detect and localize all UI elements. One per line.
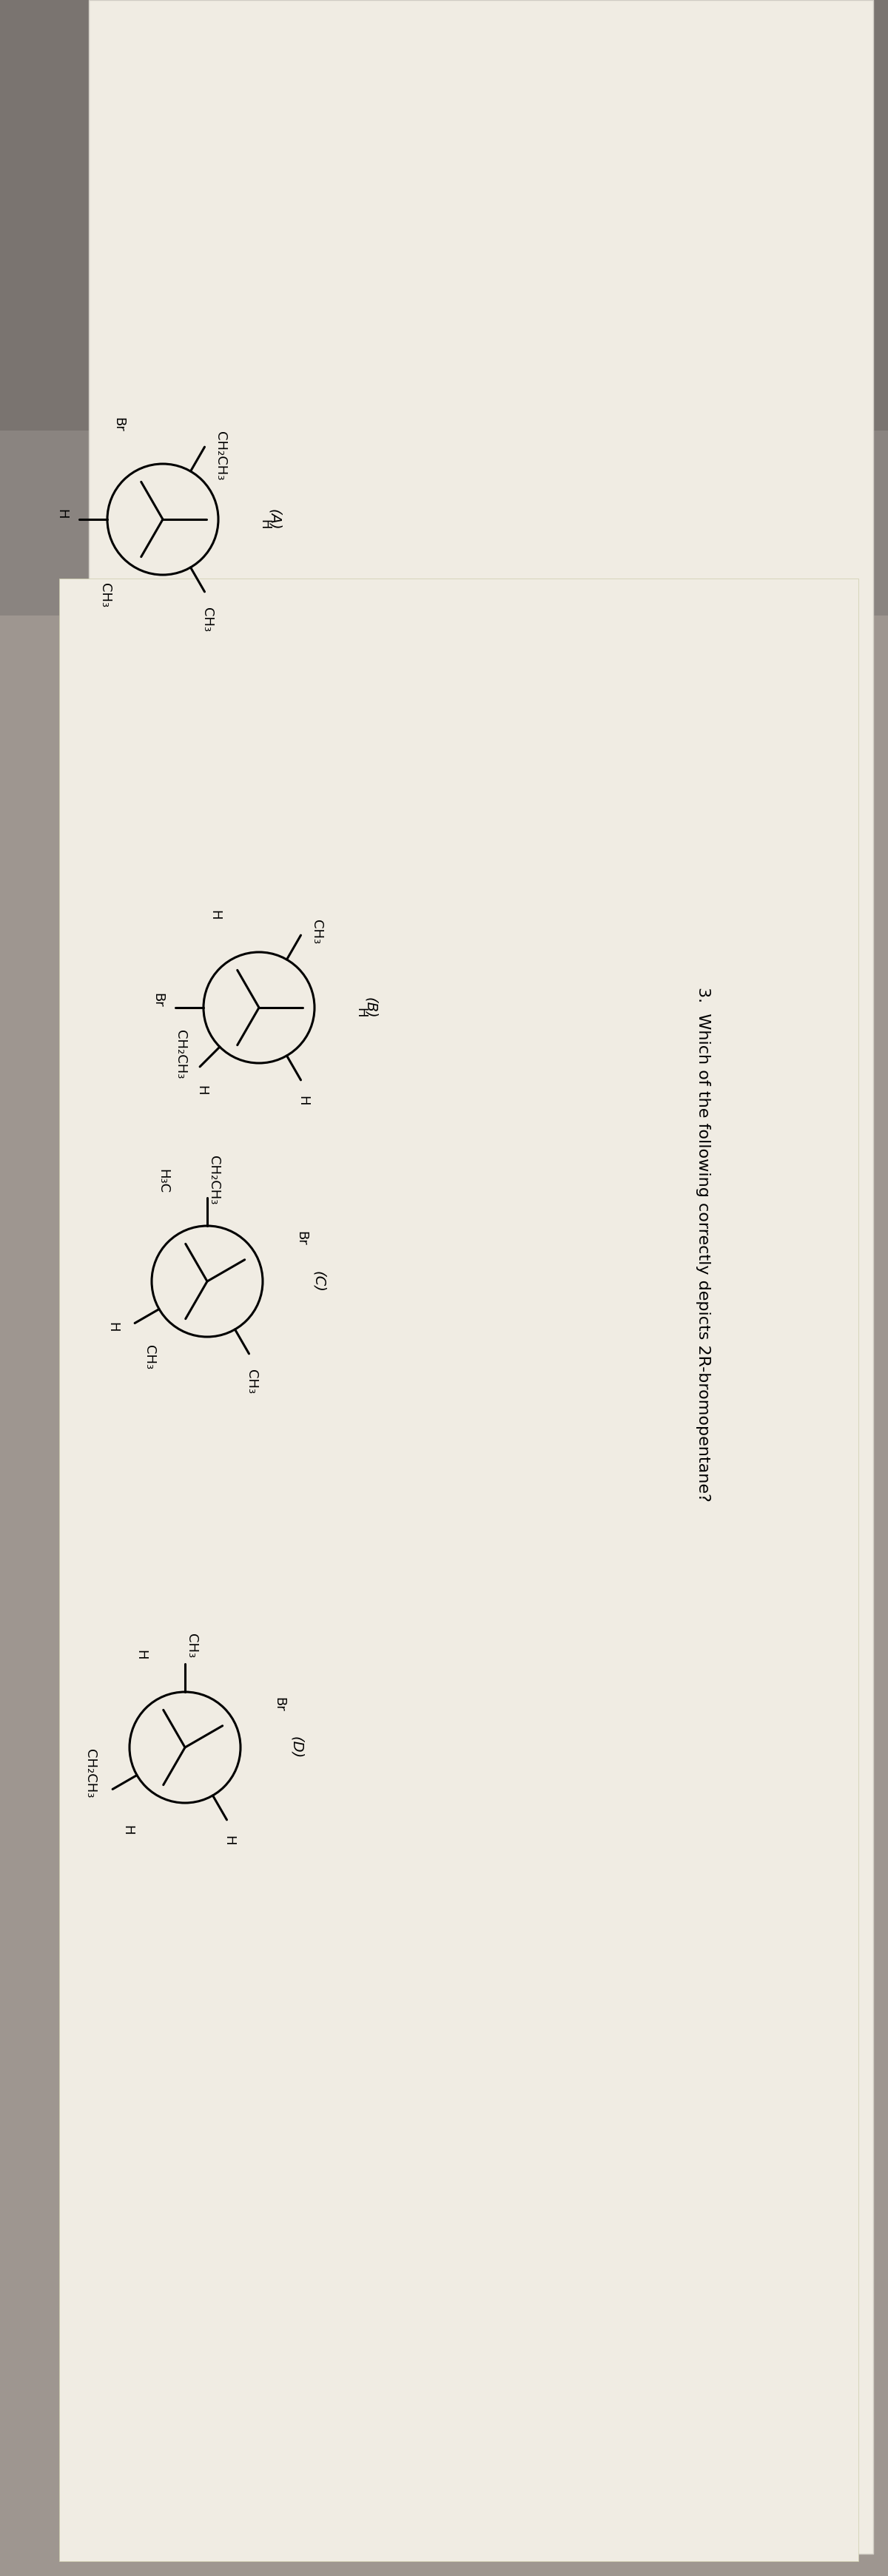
Text: Br: Br [273, 1698, 286, 1710]
Text: CH₃: CH₃ [310, 920, 323, 945]
Text: (C): (C) [311, 1270, 325, 1293]
Text: CH₂CH₃: CH₂CH₃ [207, 1157, 220, 1206]
Text: Br: Br [112, 417, 125, 433]
Text: CH₃: CH₃ [143, 1345, 156, 1368]
Text: CH₃: CH₃ [200, 608, 213, 631]
Text: CH₃: CH₃ [244, 1368, 258, 1394]
Text: CH₂CH₃: CH₂CH₃ [174, 1030, 187, 1079]
Polygon shape [89, 0, 873, 2553]
Text: H: H [297, 1095, 310, 1105]
Text: H: H [258, 520, 271, 528]
Text: CH₂CH₃: CH₂CH₃ [213, 433, 226, 482]
Text: H: H [195, 1084, 209, 1095]
Text: Br: Br [151, 992, 164, 1007]
Bar [59, 580, 859, 2561]
Text: H: H [106, 1321, 119, 1332]
Text: (A): (A) [266, 507, 281, 531]
Text: H₃C: H₃C [156, 1170, 170, 1193]
Text: (D): (D) [289, 1736, 303, 1759]
Text: H: H [134, 1649, 147, 1659]
Text: Br: Br [295, 1231, 308, 1244]
Bar [0, 0, 888, 430]
Bar [0, 0, 888, 616]
Text: H: H [353, 1007, 367, 1018]
Text: H: H [209, 909, 222, 920]
Text: CH₃: CH₃ [99, 582, 112, 608]
Text: H: H [121, 1826, 134, 1834]
Text: H: H [222, 1834, 235, 1844]
Text: 3.  Which of the following correctly depicts 2R-bromopentane?: 3. Which of the following correctly depi… [695, 987, 710, 1502]
Text: (B): (B) [363, 997, 377, 1018]
Text: CH₃: CH₃ [185, 1633, 198, 1659]
Text: H: H [55, 510, 68, 520]
Text: CH₂CH₃: CH₂CH₃ [83, 1749, 97, 1798]
